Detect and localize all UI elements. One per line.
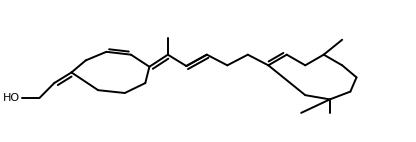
Text: HO: HO (3, 93, 20, 103)
